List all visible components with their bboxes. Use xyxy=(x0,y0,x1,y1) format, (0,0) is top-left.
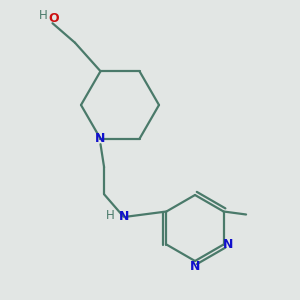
Text: H: H xyxy=(38,9,47,22)
Text: N: N xyxy=(95,132,106,145)
Text: H: H xyxy=(106,209,115,222)
Text: O: O xyxy=(49,12,59,25)
Text: N: N xyxy=(190,260,200,273)
Text: N: N xyxy=(118,210,129,223)
Text: N: N xyxy=(223,238,233,251)
